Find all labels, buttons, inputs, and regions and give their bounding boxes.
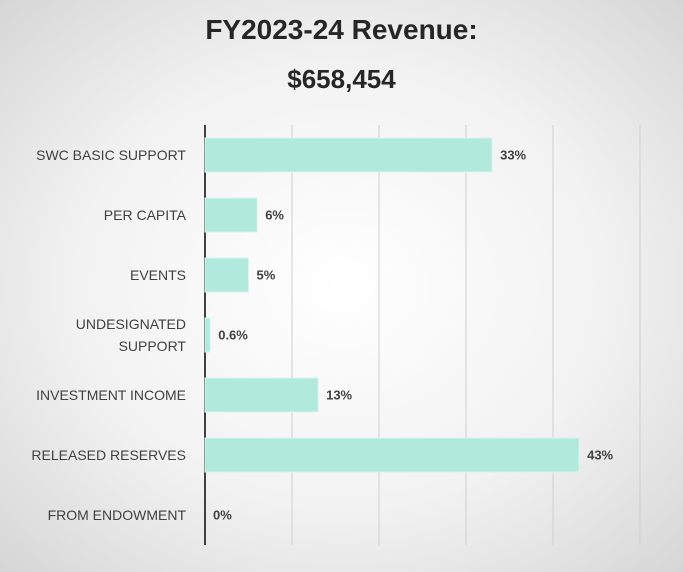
y-tick-label: RELEASED RESERVES bbox=[31, 447, 186, 463]
bar bbox=[204, 317, 211, 353]
data-label: 13% bbox=[326, 387, 353, 403]
bar bbox=[204, 437, 580, 473]
y-tick-label: PER CAPITA bbox=[103, 207, 186, 223]
data-label: 0% bbox=[213, 507, 232, 523]
bar bbox=[204, 257, 249, 293]
bar bbox=[204, 377, 319, 413]
y-tick-label: INVESTMENT INCOME bbox=[36, 387, 186, 403]
bar bbox=[204, 137, 493, 173]
bar bbox=[204, 197, 258, 233]
data-label: 6% bbox=[265, 207, 284, 223]
y-tick-label: EVENTS bbox=[129, 267, 186, 283]
chart-title: FY2023-24 Revenue: bbox=[205, 14, 478, 45]
data-label: 33% bbox=[500, 147, 527, 163]
y-tick-label: FROM ENDOWMENT bbox=[47, 507, 186, 523]
y-tick-label: UNDESIGNATED SUPPORT bbox=[75, 316, 186, 354]
data-label: 5% bbox=[256, 267, 276, 283]
data-label: 43% bbox=[587, 447, 614, 463]
y-tick-label: SWC BASIC SUPPORT bbox=[36, 147, 186, 163]
data-label: 0.6% bbox=[218, 327, 248, 343]
chart-subtitle: $658,454 bbox=[287, 64, 396, 94]
